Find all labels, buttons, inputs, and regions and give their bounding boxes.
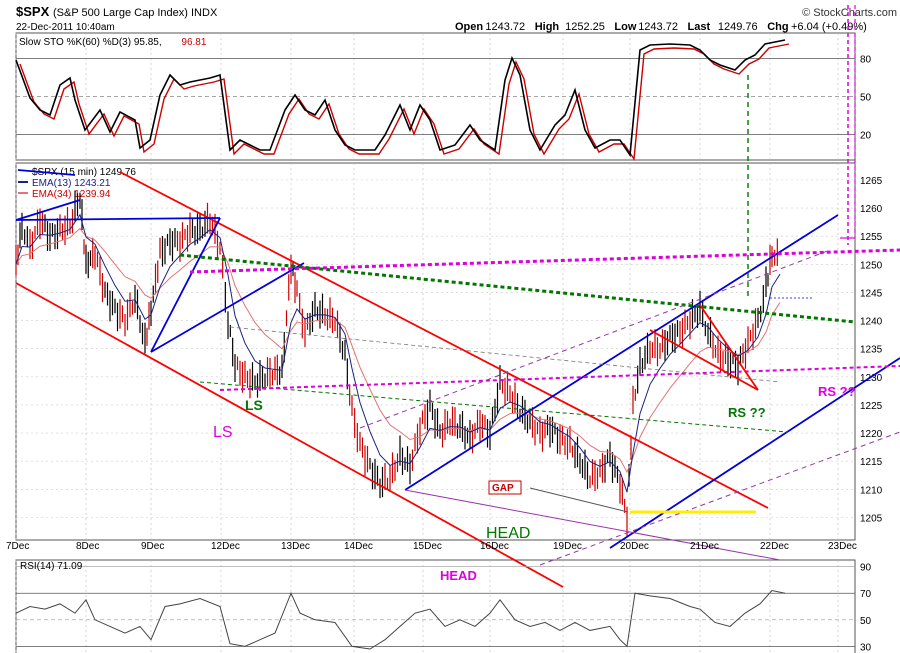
price-tick-label: 1205 <box>860 513 883 524</box>
x-tick-label: 12Dec <box>211 541 240 552</box>
header-brand: © StockCharts.com <box>802 7 897 19</box>
price-tick-label: 1235 <box>860 345 883 356</box>
x-tick-label: 19Dec <box>553 541 582 552</box>
price-tick-label: 1210 <box>860 485 883 496</box>
gap-arrow <box>529 487 629 513</box>
x-tick-label: 16Dec <box>480 541 509 552</box>
rs-magenta-label: RS ?? <box>818 384 856 399</box>
stoch-tick-label: 80 <box>860 54 872 65</box>
purple-dashed-upper <box>359 249 831 429</box>
price-tick-label: 1220 <box>860 429 883 440</box>
red-channel-upper <box>119 171 769 509</box>
price-tick-label: 1250 <box>860 260 883 271</box>
x-tick-label: 13Dec <box>281 541 310 552</box>
gap-box <box>488 480 522 495</box>
price-tick-label: 1215 <box>860 457 883 468</box>
blue-rising-channel-lower <box>609 357 900 549</box>
green-thin-line <box>199 381 789 433</box>
header-high-label: High <box>535 21 560 33</box>
price-tick-label: 1230 <box>860 373 883 384</box>
stoch-k-line <box>15 39 786 158</box>
header-high-value: 1252.25 <box>565 21 605 33</box>
magenta-lower-line <box>219 365 900 391</box>
stoch-tick-label: 50 <box>860 93 872 104</box>
x-tick-label: 23Dec <box>828 541 857 552</box>
price-tick-label: 1260 <box>860 204 883 215</box>
head-green-label: HEAD <box>486 525 530 542</box>
blue-top-left <box>17 169 76 176</box>
red-channel-lower <box>15 282 564 588</box>
stoch-tick-label: 20 <box>860 131 872 142</box>
gap-label: GAP <box>492 483 514 494</box>
ema34-line <box>15 227 781 474</box>
ls-green-label: LS <box>245 397 263 413</box>
price-label-main: $SPX (15 min) 1249.76 <box>32 167 136 178</box>
header-open-label: Open <box>455 21 483 33</box>
header-low-value: 1243.72 <box>638 21 678 33</box>
ls-magenta-label: LS <box>213 424 233 441</box>
blue-rising-line-1 <box>150 262 305 353</box>
stoch-d-line <box>19 43 790 162</box>
blue-flag-upper-left <box>15 199 81 221</box>
rsi-tick-label: 90 <box>860 563 872 574</box>
blue-flag-upper <box>15 217 221 221</box>
x-tick-label: 21Dec <box>690 541 719 552</box>
red-wedge-lower <box>649 329 759 391</box>
gray-dashed <box>229 326 781 383</box>
price-tick-label: 1265 <box>860 176 883 187</box>
x-tick-label: 20Dec <box>620 541 649 552</box>
header-chg-label: Chg <box>767 21 788 33</box>
stoch-label-value2: 96.81 <box>181 37 206 48</box>
blue-flag-left <box>150 217 221 353</box>
stoch-label: Slow STO %K(60) %D(3) 95.85, <box>19 37 162 48</box>
magenta-neckline <box>189 248 900 274</box>
head-magenta-label: HEAD <box>440 568 477 583</box>
purple-support <box>404 489 781 561</box>
rsi-tick-label: 70 <box>860 589 872 600</box>
price-tick-label: 1245 <box>860 288 883 299</box>
rsi-tick-label: 30 <box>860 642 872 653</box>
rsi-line <box>15 590 786 650</box>
purple-dashed-lower <box>539 431 900 566</box>
x-tick-label: 15Dec <box>413 541 442 552</box>
header-symbol: $SPX <box>16 4 50 19</box>
ema13-line <box>15 213 781 493</box>
x-tick-label: 14Dec <box>344 541 373 552</box>
x-tick-label: 8Dec <box>76 541 99 552</box>
rsi-panel-frame <box>15 559 856 653</box>
x-tick-label: 22Dec <box>760 541 789 552</box>
x-tick-label: 7Dec <box>6 541 29 552</box>
price-tick-label: 1225 <box>860 401 883 412</box>
rsi-label: RSI(14) 71.09 <box>20 561 83 572</box>
header-name: (S&P 500 Large Cap Index) INDX <box>53 7 218 19</box>
header-datetime: 22-Dec-2011 10:40am <box>16 22 115 33</box>
red-wedge-upper <box>699 304 759 391</box>
header-open-value: 1243.72 <box>485 21 525 33</box>
price-tick-label: 1240 <box>860 317 883 328</box>
rsi-tick-label: 50 <box>860 616 872 627</box>
header-last-label: Last <box>688 21 711 33</box>
price-tick-label: 1255 <box>860 232 883 243</box>
green-neckline <box>179 253 856 324</box>
ema13-label: EMA(13) 1243.21 <box>32 178 111 189</box>
header-low-label: Low <box>614 21 636 33</box>
rs-green-label: RS ?? <box>728 405 766 420</box>
ema34-label: EMA(34) 1239.94 <box>32 189 111 200</box>
blue-rising-channel-upper <box>404 214 839 491</box>
header-last-value: 1249.76 <box>718 21 758 33</box>
x-tick-label: 9Dec <box>141 541 164 552</box>
